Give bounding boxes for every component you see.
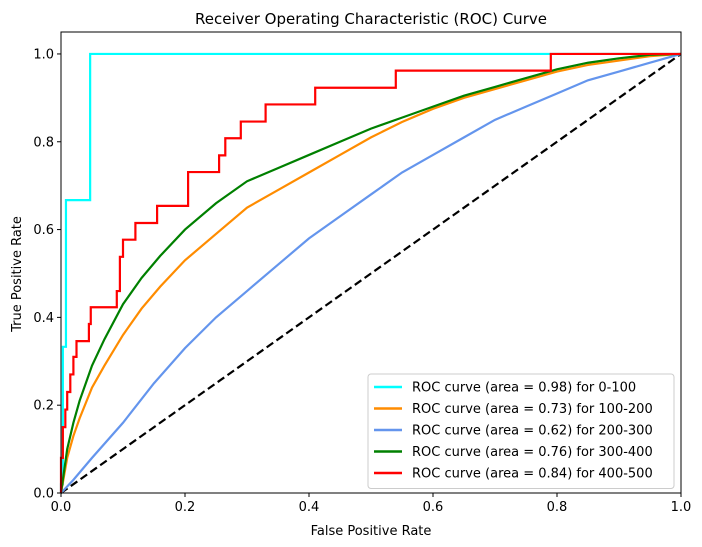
x-tick-label: 1.0 <box>671 500 692 515</box>
chart-title: Receiver Operating Characteristic (ROC) … <box>195 10 547 28</box>
y-tick-label: 0.4 <box>33 311 54 326</box>
y-tick-label: 0.2 <box>33 399 54 414</box>
y-tick-label: 1.0 <box>33 47 54 62</box>
y-axis-label: True Positive Rate <box>10 216 25 333</box>
legend-entry-0: ROC curve (area = 0.98) for 0-100 <box>412 381 636 396</box>
x-tick-label: 0.4 <box>299 500 320 515</box>
x-tick-label: 0.0 <box>51 500 72 515</box>
x-tick-label: 0.8 <box>547 500 568 515</box>
y-tick-label: 0.8 <box>33 135 54 150</box>
plot-area <box>59 52 682 494</box>
x-axis-label: False Positive Rate <box>311 524 432 539</box>
diagonal-reference-line <box>60 53 682 494</box>
y-tick-label: 0.0 <box>33 487 54 502</box>
legend-entry-1: ROC curve (area = 0.73) for 100-200 <box>412 402 653 417</box>
legend-box <box>367 373 675 489</box>
axes-frame <box>60 31 682 494</box>
x-tick-label: 0.6 <box>423 500 444 515</box>
legend-entry-2: ROC curve (area = 0.62) for 200-300 <box>412 424 653 439</box>
axes: 0.0 0.2 0.4 0.6 0.8 1.0 0.0 0.2 0.4 0.6 0.8 1.0 <box>33 31 692 515</box>
legend-entry-3: ROC curve (area = 0.76) for 300-400 <box>412 445 653 460</box>
roc-series-line-2 <box>60 52 682 494</box>
legend-entry-4: ROC curve (area = 0.84) for 400-500 <box>412 467 653 482</box>
roc-series-line-4 <box>59 52 681 493</box>
y-tick-label: 0.6 <box>33 223 54 238</box>
roc-series-line-1 <box>59 52 682 494</box>
x-tick-label: 0.2 <box>175 500 196 515</box>
legend: ROC curve (area = 0.98) for 0-100 ROC cur… <box>367 373 675 489</box>
